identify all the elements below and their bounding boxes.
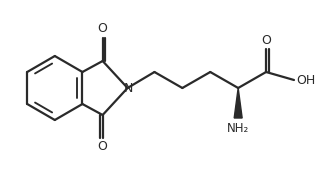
Polygon shape <box>234 88 242 118</box>
Text: O: O <box>98 141 107 153</box>
Text: O: O <box>98 23 107 36</box>
Text: NH₂: NH₂ <box>227 121 249 135</box>
Text: O: O <box>261 33 271 47</box>
Text: N: N <box>124 82 133 95</box>
Text: OH: OH <box>296 74 315 86</box>
